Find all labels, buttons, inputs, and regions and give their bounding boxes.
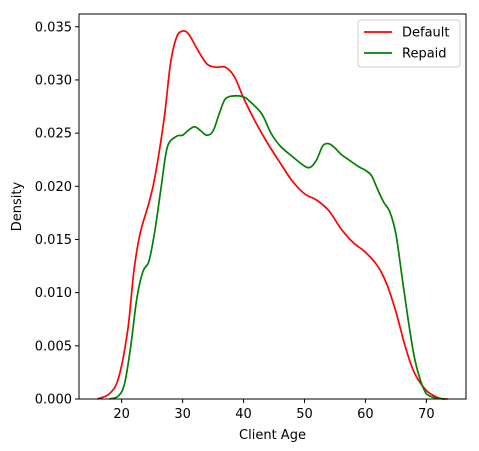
x-tick-label: 70 <box>418 407 435 422</box>
series-line-repaid <box>109 94 445 400</box>
y-tick-label: 0.000 <box>35 393 72 408</box>
series-lines <box>96 29 448 400</box>
x-tick-label: 60 <box>357 407 374 422</box>
series-line-default <box>96 29 448 400</box>
y-axis-label: Density <box>10 181 25 231</box>
y-tick-label: 0.015 <box>35 233 72 248</box>
y-tick-label: 0.030 <box>35 73 72 88</box>
x-tick-label: 50 <box>296 407 313 422</box>
x-tick-label: 40 <box>235 407 252 422</box>
plot-frame <box>78 13 467 400</box>
y-tick-label: 0.025 <box>35 127 72 142</box>
y-tick-label: 0.005 <box>35 339 72 354</box>
x-axis-ticks: 20 30 40 50 60 70 <box>113 399 435 422</box>
y-axis-ticks: 0.000 0.005 0.010 0.015 0.020 0.025 0.030 0.035 <box>35 20 79 408</box>
legend-label-default: Default <box>402 26 450 41</box>
x-tick-label: 20 <box>113 407 130 422</box>
legend: Default Repaid <box>357 19 461 68</box>
x-axis-label: Client Age <box>239 428 306 443</box>
y-tick-label: 0.010 <box>35 286 72 301</box>
plot-background <box>79 14 466 399</box>
legend-label-repaid: Repaid <box>402 47 447 62</box>
x-tick-label: 30 <box>174 407 191 422</box>
y-tick-label: 0.035 <box>35 20 72 35</box>
y-tick-label: 0.020 <box>35 180 72 195</box>
